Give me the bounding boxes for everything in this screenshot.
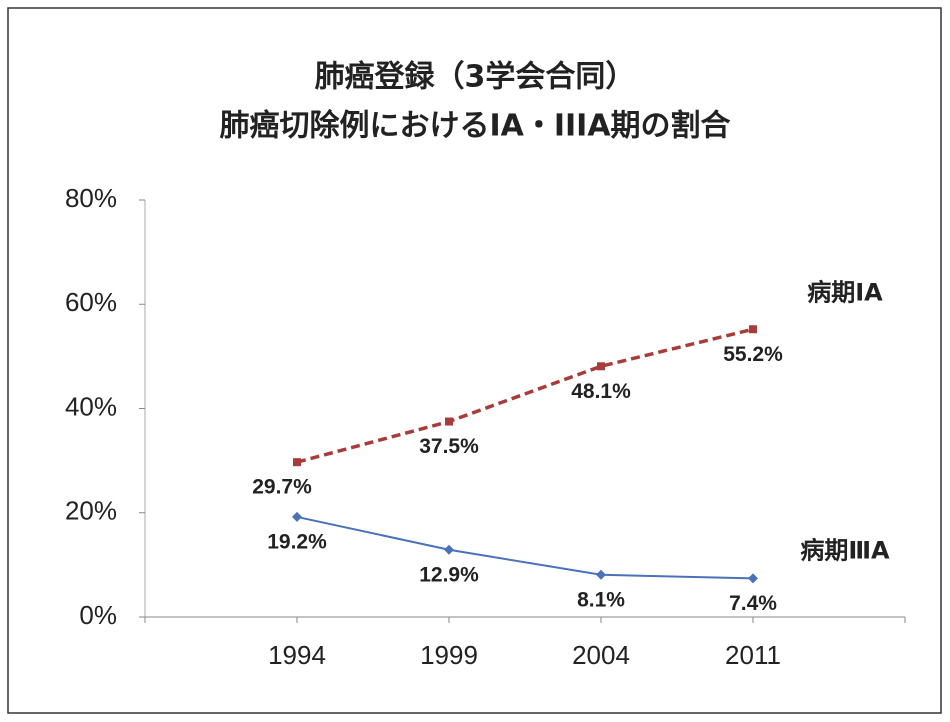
series-name: 病期ⅠA [807,278,883,306]
x-tick-label: 1999 [420,640,478,670]
point [444,544,454,555]
series-line [296,515,754,580]
point [292,511,302,522]
y-tick-label: 40% [65,391,117,421]
data-label: 19.2% [267,530,327,553]
data-label: 12.9% [419,563,479,586]
y-tick-label: 80% [65,183,117,213]
data-label: 8.1% [577,588,625,611]
data-label: 29.7% [252,476,312,499]
data-label: 37.5% [419,435,479,458]
point [293,458,301,467]
y-tick-label: 0% [79,600,117,630]
point [596,569,606,580]
chart-subtitle: 肺癌切除例におけるIA・IIIA期の割合 [219,109,730,144]
x-tick-label: 2004 [572,640,630,670]
series-name: 病期ⅢA [800,536,890,564]
y-tick-label: 60% [65,287,117,317]
point [445,417,453,426]
x-tick-label: 1994 [268,640,326,670]
data-label: 48.1% [571,380,631,403]
frame [7,7,942,714]
x-tick-label: 2011 [725,640,781,670]
series-line [296,327,754,464]
y-tick-label: 20% [65,496,117,526]
chart-title: 肺癌登録（3学会合同） [315,60,636,95]
data-label: 7.4% [729,592,777,615]
data-label: 55.2% [723,343,783,366]
point [749,325,757,334]
point [597,362,605,371]
point [748,573,758,584]
